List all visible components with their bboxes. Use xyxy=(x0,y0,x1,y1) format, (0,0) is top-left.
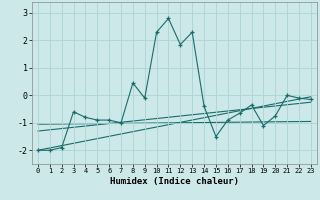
X-axis label: Humidex (Indice chaleur): Humidex (Indice chaleur) xyxy=(110,177,239,186)
